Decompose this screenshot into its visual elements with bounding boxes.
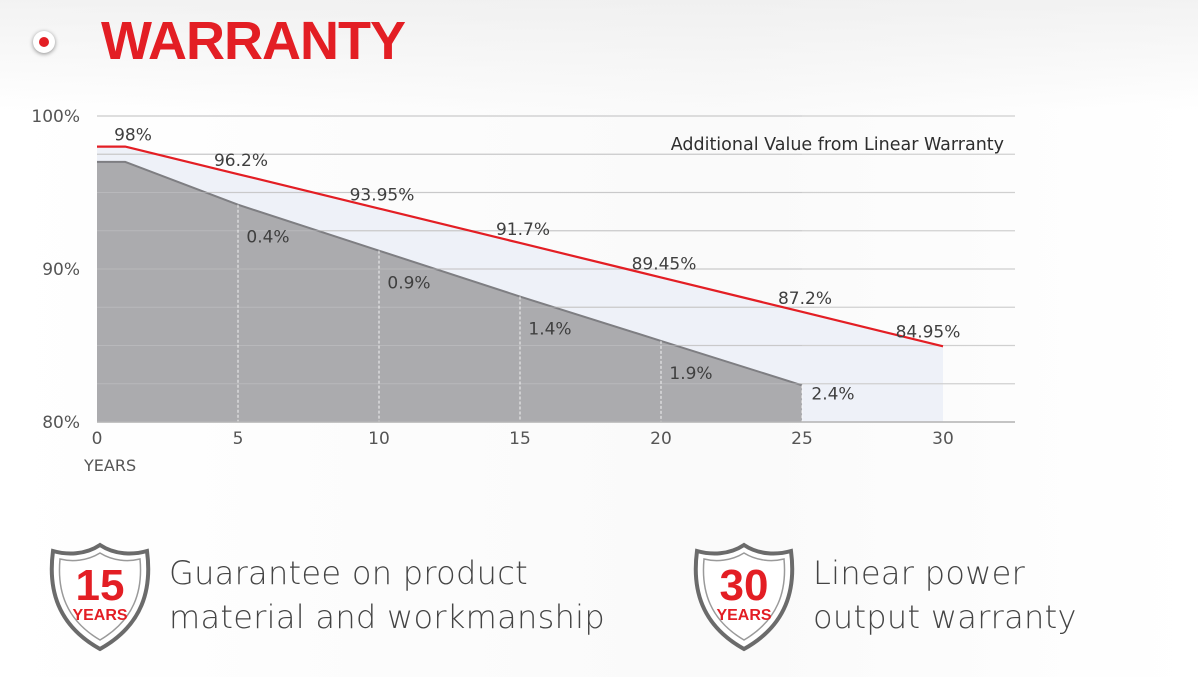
y-tick-label: 90% (42, 260, 80, 280)
x-tick-label: 20 (650, 429, 672, 449)
badge-number: 30 (720, 561, 769, 610)
y-tick-label: 80% (42, 413, 80, 433)
x-tick-label: 25 (791, 429, 813, 449)
badge-unit: YEARS (72, 607, 127, 624)
y-tick-label: 100% (31, 107, 80, 127)
gap-label: 2.4% (811, 384, 854, 404)
feature-linear-warranty: 30 YEARS Linear power output warranty (689, 541, 1149, 653)
badge-number: 15 (76, 561, 125, 610)
x-tick-label: 10 (368, 429, 390, 449)
bullet-dot-icon (33, 31, 55, 53)
badge-unit: YEARS (716, 607, 771, 624)
feature-line-2: material and workmanship (169, 598, 605, 636)
data-label: 96.2% (214, 151, 268, 171)
gap-label: 0.9% (387, 274, 430, 294)
shield-badge-icon: 30 YEARS (693, 542, 795, 652)
page-title: WARRANTY (101, 11, 406, 71)
data-label: 91.7% (496, 220, 550, 240)
x-tick-label: 15 (509, 429, 531, 449)
data-label: 98% (114, 126, 152, 146)
feature-line-2: output warranty (813, 598, 1077, 636)
chart-annotation: Additional Value from Linear Warranty (671, 135, 1004, 155)
standard-area-fill (97, 161, 802, 422)
feature-line-1: Guarantee on product (169, 554, 528, 592)
feature-description: Guarantee on product material and workma… (169, 551, 605, 639)
x-tick-label: 0 (92, 429, 103, 449)
feature-line-1: Linear power (813, 554, 1026, 592)
data-label: 93.95% (350, 186, 415, 206)
feature-product-guarantee: 15 YEARS Guarantee on product material a… (45, 541, 645, 653)
gap-label: 1.9% (669, 364, 712, 384)
x-tick-label: 30 (932, 429, 954, 449)
data-label: 89.45% (632, 254, 697, 274)
gap-label: 1.4% (528, 320, 571, 340)
x-tick-label: 5 (233, 429, 244, 449)
shield-badge-icon: 15 YEARS (49, 542, 151, 652)
data-label: 84.95% (896, 322, 961, 342)
x-axis-label: YEARS (83, 456, 136, 475)
gap-label: 0.4% (246, 228, 289, 248)
data-label: 87.2% (778, 289, 832, 309)
linear-warranty-line (97, 145, 944, 348)
feature-description: Linear power output warranty (813, 551, 1077, 639)
